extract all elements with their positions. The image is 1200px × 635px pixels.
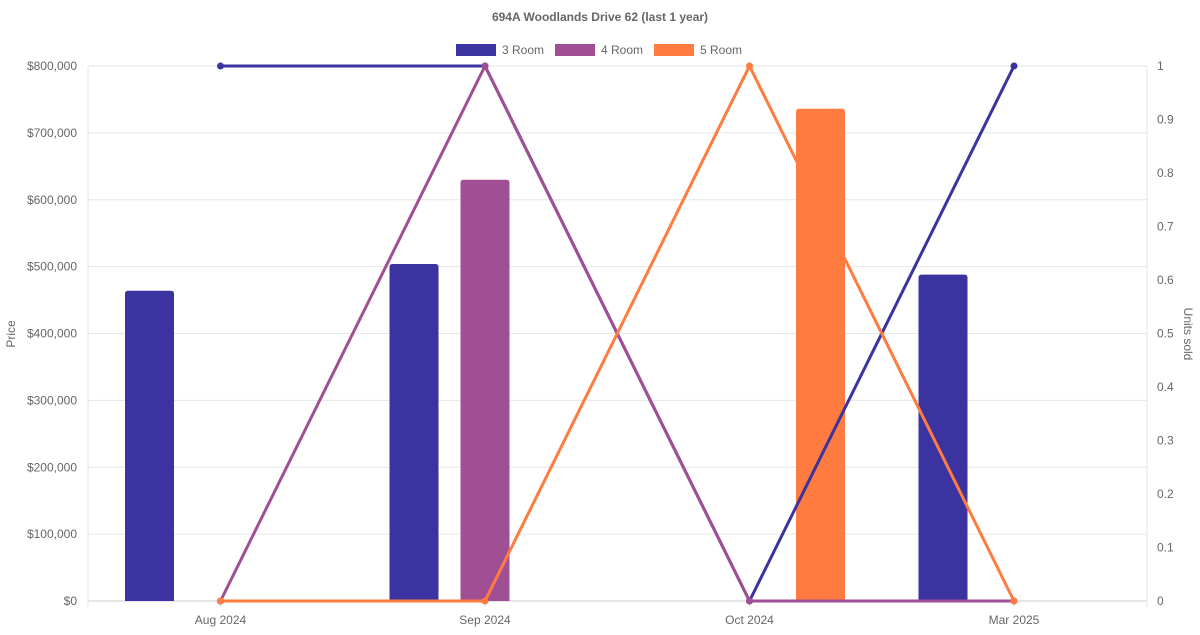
bars — [125, 108, 968, 602]
line-5-room — [220, 64, 1016, 603]
bar-3-room — [125, 290, 174, 601]
legend-label: 4 Room — [601, 43, 643, 57]
point-5-room — [217, 597, 224, 605]
point-4-room — [481, 62, 489, 70]
x-tick-label: Sep 2024 — [459, 613, 511, 627]
point-5-room — [1010, 597, 1018, 605]
legend-label: 3 Room — [502, 43, 544, 57]
right-tick-label: 0.6 — [1157, 273, 1174, 287]
right-tick-label: 0.3 — [1157, 434, 1174, 448]
point-3-room — [1010, 62, 1018, 70]
right-tick-label: 0.2 — [1157, 487, 1174, 501]
left-tick-label: $500,000 — [27, 260, 77, 274]
right-tick-label: 0 — [1157, 594, 1164, 608]
legend-swatch — [654, 44, 694, 56]
legend: 3 Room 4 Room 5 Room — [456, 43, 742, 57]
x-axis-ticks: Aug 2024 Sep 2024 Oct 2024 Mar 2025 — [195, 613, 1040, 627]
bar-3-room — [918, 274, 968, 601]
x-tick-label: Oct 2024 — [725, 613, 774, 627]
points — [217, 62, 1018, 605]
right-axis-label: Units sold — [1181, 308, 1195, 361]
left-tick-label: $300,000 — [27, 393, 77, 407]
right-tick-label: 0.9 — [1157, 113, 1174, 127]
bar-3-room — [389, 263, 439, 601]
left-tick-label: $700,000 — [27, 126, 77, 140]
left-axis-ticks: $0 $100,000 $200,000 $300,000 $400,000 $500,0… — [27, 59, 77, 608]
right-tick-label: 1 — [1157, 59, 1164, 73]
legend-swatch — [456, 44, 496, 56]
point-3-room — [217, 62, 224, 70]
left-tick-label: $100,000 — [27, 527, 77, 541]
bar-4-room — [460, 179, 510, 601]
right-axis-ticks: 0 0.1 0.2 0.3 0.4 0.5 0.6 0.7 0.8 0.9 1 — [1157, 59, 1174, 608]
x-tick-label: Aug 2024 — [195, 613, 247, 627]
left-tick-label: $800,000 — [27, 59, 77, 73]
chart-title: 694A Woodlands Drive 62 (last 1 year) — [492, 10, 708, 24]
point-4-room — [746, 597, 753, 605]
right-tick-label: 0.4 — [1157, 380, 1174, 394]
right-tick-label: 0.1 — [1157, 541, 1174, 555]
left-tick-label: $400,000 — [27, 327, 77, 341]
right-tick-label: 0.5 — [1157, 327, 1174, 341]
left-axis-label: Price — [4, 320, 18, 348]
legend-swatch — [555, 44, 595, 56]
legend-label: 5 Room — [700, 43, 742, 57]
left-tick-label: $200,000 — [27, 460, 77, 474]
point-5-room — [481, 597, 489, 605]
lines — [219, 64, 1016, 603]
bar-5-room — [796, 108, 845, 602]
x-tick-label: Mar 2025 — [989, 613, 1040, 627]
left-tick-label: $600,000 — [27, 193, 77, 207]
left-tick-label: $0 — [64, 594, 78, 608]
point-5-room — [746, 62, 753, 70]
right-tick-label: 0.7 — [1157, 220, 1174, 234]
right-tick-label: 0.8 — [1157, 166, 1174, 180]
